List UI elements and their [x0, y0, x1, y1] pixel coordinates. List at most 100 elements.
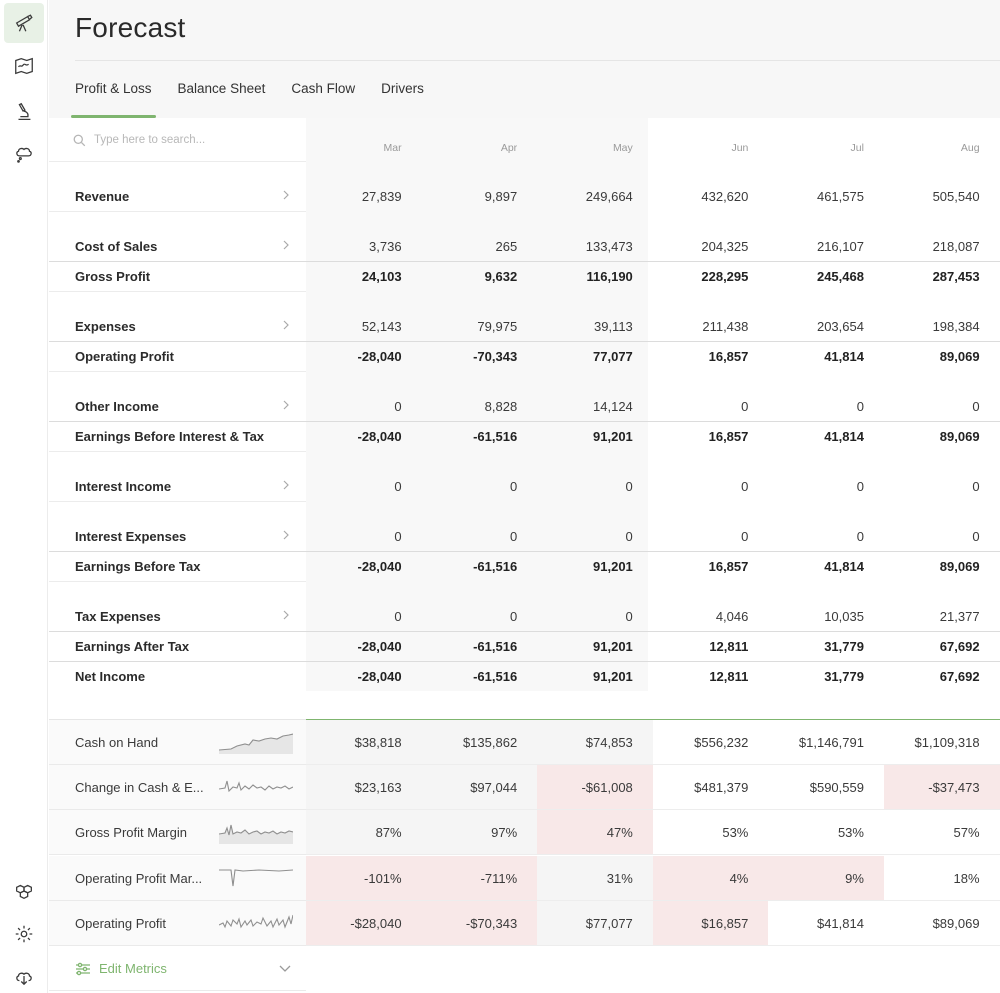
tab-balance-sheet[interactable]: Balance Sheet: [177, 81, 266, 96]
metric-cell: $38,818: [306, 720, 422, 765]
metric-label: Operating Profit: [49, 901, 306, 946]
metric-cell: 4%: [652, 856, 769, 901]
month-header-cell: May: [612, 142, 633, 154]
metric-label-text: Cash on Hand: [75, 734, 159, 750]
table-cell: 0: [509, 608, 518, 624]
metric-cell: -$70,343: [421, 901, 538, 946]
table-cell: 3,736: [369, 238, 402, 254]
table-cell: 245,468: [816, 269, 864, 284]
page-title: Forecast: [75, 12, 186, 43]
tab-profit-loss[interactable]: Profit & Loss: [71, 81, 156, 118]
metric-cell: 9%: [768, 856, 884, 901]
table-cell: 198,384: [932, 318, 980, 334]
edit-metrics-button[interactable]: Edit Metrics: [49, 947, 306, 991]
gear-icon[interactable]: [4, 914, 44, 954]
table-row[interactable]: Cost of Sales 3,736 265 133,473 204,325 216,1…: [49, 231, 1000, 261]
table-row[interactable]: Other Income 0 8,828 14,124 0 0 0: [49, 391, 1000, 421]
table-cell: 52,143: [361, 318, 402, 334]
table-cell: 228,295: [701, 269, 749, 284]
chevron-right-icon[interactable]: [280, 479, 292, 491]
search-input[interactable]: [94, 134, 294, 146]
table-cell: -28,040: [357, 639, 402, 654]
row-label: Net Income: [49, 662, 306, 691]
chevron-right-icon[interactable]: [280, 529, 292, 541]
table-cell: 133,473: [585, 238, 633, 254]
sidebar: [0, 0, 48, 993]
table-cell: -61,516: [473, 429, 518, 444]
table-cell: 0: [394, 608, 402, 624]
table-cell: 0: [972, 478, 980, 494]
microscope-icon[interactable]: [4, 92, 44, 132]
chevron-right-icon[interactable]: [280, 399, 292, 411]
table-row[interactable]: Interest Expenses 0 0 0 0 0 0: [49, 521, 1000, 551]
search-icon: [73, 134, 86, 146]
metric-cell: 53%: [768, 810, 884, 855]
chevron-right-icon[interactable]: [280, 319, 292, 331]
row-label: Interest Expenses: [49, 521, 306, 551]
table-cell: 31,779: [824, 639, 864, 654]
metric-label-text: Operating Profit Mar...: [75, 870, 203, 886]
metric-cell: -$37,473: [883, 765, 1000, 810]
telescope-icon[interactable]: [4, 3, 44, 43]
table-cell: 0: [741, 398, 749, 414]
cloud-download-icon[interactable]: [4, 956, 44, 993]
metric-cell: $1,146,791: [768, 720, 884, 765]
row-label-text: Cost of Sales: [75, 238, 158, 254]
table-row[interactable]: Expenses 52,143 79,975 39,113 211,438 203,654…: [49, 311, 1000, 341]
metric-cell: 53%: [652, 810, 769, 855]
table-row[interactable]: Tax Expenses 0 0 0 4,046 10,035 21,377: [49, 601, 1000, 631]
row-label-text: Revenue: [75, 188, 130, 204]
table-cell: -28,040: [357, 559, 402, 574]
table-cell: 12,811: [709, 639, 749, 654]
sparkline-icon: [219, 780, 293, 793]
table-cell: 67,692: [939, 639, 980, 654]
tab-bar: Profit & Loss Balance Sheet Cash Flow Dr…: [71, 81, 450, 118]
table-row[interactable]: Interest Income 0 0 0 0 0 0: [49, 471, 1000, 501]
table-cell: -61,516: [473, 639, 518, 654]
metric-cell: $74,853: [537, 720, 653, 765]
table-cell: 89,069: [939, 349, 980, 364]
table-cell: 432,620: [701, 188, 749, 204]
table-cell: 39,113: [593, 318, 633, 334]
table-cell: 0: [394, 478, 402, 494]
row-divider: [49, 211, 306, 212]
sliders-icon: [76, 962, 90, 975]
metric-cell: -$28,040: [306, 901, 422, 946]
table-cell: 91,201: [593, 669, 633, 684]
table-row: Operating Profit -28,040 -70,343 77,077 16,8…: [49, 341, 1000, 371]
table-cell: 218,087: [932, 238, 980, 254]
metrics-divider: [49, 719, 306, 720]
table-row[interactable]: Revenue 27,839 9,897 249,664 432,620 461,575 5…: [49, 181, 1000, 211]
table-cell: 0: [509, 528, 518, 544]
table-cell: 31,779: [824, 669, 864, 684]
metric-cell: 57%: [883, 810, 1000, 855]
metric-row: Gross Profit Margin 87% 97% 47% 53% 53% 57%: [49, 810, 1000, 855]
thought-cloud-icon[interactable]: [4, 134, 44, 174]
table-cell: 16,857: [708, 349, 749, 364]
chevron-right-icon[interactable]: [280, 189, 292, 201]
page-header: Forecast Profit & Loss Balance Sheet Cas…: [49, 0, 1000, 118]
table-cell: 287,453: [932, 269, 980, 284]
table-cell: 91,201: [593, 429, 633, 444]
tab-cash-flow[interactable]: Cash Flow: [291, 81, 356, 96]
map-icon[interactable]: [4, 46, 44, 86]
tab-drivers[interactable]: Drivers: [381, 81, 424, 96]
table-cell: -28,040: [357, 349, 402, 364]
chevron-right-icon[interactable]: [280, 609, 292, 621]
row-label-text: Earnings Before Tax: [75, 559, 201, 574]
sparkline-icon: [219, 733, 293, 754]
row-label-text: Other Income: [75, 398, 159, 414]
row-label-text: Interest Expenses: [75, 528, 187, 544]
table-cell: 79,975: [477, 318, 518, 334]
table-cell: 12,811: [709, 669, 749, 684]
table-cell: 41,814: [824, 559, 864, 574]
cubes-icon[interactable]: [4, 871, 44, 911]
table-cell: 249,664: [585, 188, 633, 204]
table-cell: 9,632: [484, 269, 518, 284]
month-header-cell: Jun: [731, 142, 749, 154]
chevron-down-icon[interactable]: [278, 961, 292, 975]
chevron-right-icon[interactable]: [280, 239, 292, 251]
row-divider: [49, 581, 306, 582]
metric-cell: $16,857: [652, 901, 769, 946]
table-cell: 0: [741, 478, 749, 494]
